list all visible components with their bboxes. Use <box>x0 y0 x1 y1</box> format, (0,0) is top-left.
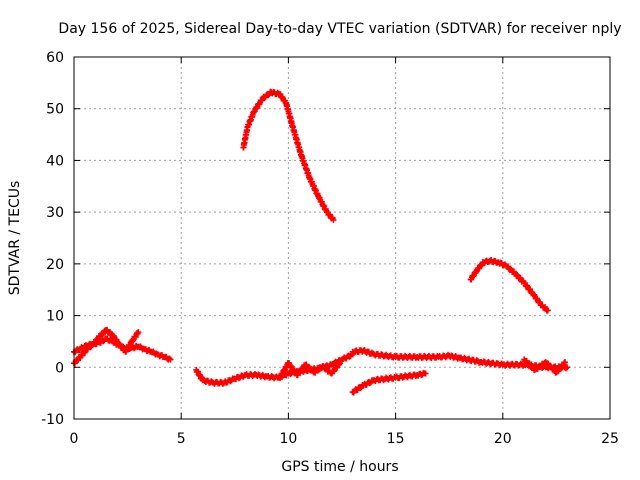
data-marker <box>99 331 106 338</box>
x-tick-label: 25 <box>601 431 619 447</box>
series-track-g <box>349 369 429 396</box>
y-tick-label: 10 <box>46 309 64 325</box>
data-marker <box>526 360 533 367</box>
series-track-f <box>521 356 568 376</box>
y-tick-label: 40 <box>46 153 64 169</box>
data-marker <box>562 365 569 372</box>
data-point <box>422 370 429 377</box>
x-tick-label: 15 <box>387 431 405 447</box>
series-track-h <box>240 88 337 223</box>
data-point <box>544 307 551 314</box>
y-tick-label: -10 <box>41 412 64 428</box>
y-tick-label: 30 <box>46 205 64 221</box>
data-point <box>564 364 571 371</box>
x-tick-label: 20 <box>494 431 512 447</box>
x-tick-label: 10 <box>279 431 297 447</box>
data-marker <box>305 363 312 370</box>
data-marker <box>537 363 544 370</box>
data-point <box>561 359 568 366</box>
series-track-i <box>467 256 551 314</box>
data-point <box>330 216 337 223</box>
x-axis-label: GPS time / hours <box>281 459 398 475</box>
x-tick-label: 5 <box>177 431 186 447</box>
data-marker <box>166 355 173 362</box>
x-tick-label: 0 <box>70 431 79 447</box>
data-point <box>167 356 174 363</box>
data-point <box>336 360 343 367</box>
plot-frame <box>73 56 611 420</box>
series-track-d <box>276 359 343 381</box>
y-tick-label: 20 <box>46 257 64 273</box>
y-tick-label: 0 <box>55 360 64 376</box>
y-tick-label: 60 <box>46 50 64 66</box>
data-points <box>71 88 571 396</box>
data-marker <box>314 367 321 374</box>
data-point <box>135 329 142 336</box>
y-axis-label: SDTVAR / TECUs <box>7 181 23 296</box>
chart-title: Day 156 of 2025, Sidereal Day-to-day VTE… <box>58 21 621 37</box>
series-track-b <box>71 326 142 367</box>
y-tick-label: 50 <box>46 102 64 118</box>
